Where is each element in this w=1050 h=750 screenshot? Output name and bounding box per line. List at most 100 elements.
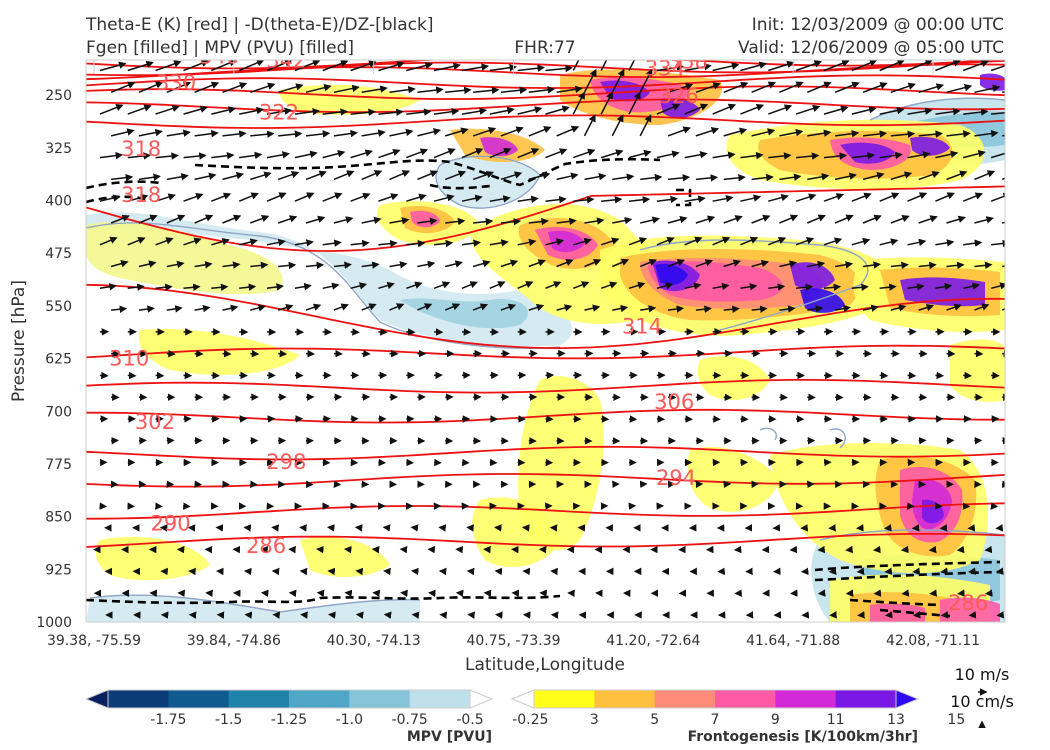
wind-vector: [461, 239, 481, 247]
wind-vector: [974, 170, 996, 181]
wind-vector: [155, 193, 176, 202]
wind-vector: [712, 62, 740, 72]
mpv-outline: [435, 155, 541, 209]
wind-vector: [361, 129, 386, 137]
wind-vector: [406, 281, 423, 290]
wind-vector: [250, 214, 270, 224]
wind-vector: [410, 524, 419, 532]
wind-vector: [656, 195, 678, 204]
x-tick-label: 40.30, -74.13: [327, 633, 421, 649]
wind-vector: [940, 567, 948, 576]
fgen-region: [687, 446, 780, 512]
colorbar-swatch: [715, 690, 776, 708]
wind-vector: [795, 237, 815, 246]
y-axis-ticks: 250 325 400 475 550 625 700 775 850 925 1000: [36, 88, 72, 631]
wind-vector: [807, 305, 824, 313]
wind-vector: [417, 128, 442, 137]
wind-vector: [545, 64, 573, 73]
wind-vector: [656, 150, 680, 159]
theta-e-label: 298: [266, 450, 306, 474]
wind-vector: [127, 60, 154, 72]
wind-vector: [740, 283, 758, 291]
colorbar-tick: -0.5: [456, 712, 483, 728]
theta-e-label: 286: [246, 534, 286, 558]
valid-time: Valid: 12/06/2009 @ 05:00 UTC: [738, 38, 1004, 58]
wind-vector: [862, 261, 881, 269]
wind-vector: [879, 106, 905, 115]
theta-e-label: 306: [654, 390, 694, 414]
theta-e-contour: [86, 60, 1005, 70]
theta-e-contour: [86, 60, 1005, 77]
wind-vector: [656, 103, 681, 115]
wind-vector: [99, 104, 124, 115]
wind-vector: [517, 64, 545, 72]
x-tick-label: 42.08, -71.11: [886, 633, 980, 649]
wind-vector: [294, 60, 321, 72]
wind-vector: [344, 589, 353, 598]
wind-vector: [278, 130, 303, 138]
wind-vector: [995, 567, 1004, 576]
theta-e-contour: [86, 502, 1005, 520]
y-tick-label: 400: [45, 194, 72, 210]
wind-vector: [807, 214, 826, 224]
wind-vector: [862, 82, 888, 94]
wind-vector: [740, 236, 759, 246]
wind-vector: [851, 152, 875, 160]
wind-vector: [500, 259, 519, 268]
wind-vector: [684, 282, 702, 290]
wind-vector: [723, 127, 748, 137]
wind-vector: [222, 304, 239, 312]
x-tick-label: 40.75, -73.39: [466, 633, 560, 649]
wind-vector: [322, 192, 343, 202]
wind-vector: [656, 63, 685, 72]
wind-vector: [935, 107, 961, 116]
wind-vector: [935, 282, 953, 291]
wind-vector: [984, 545, 993, 554]
wind-vector: [723, 174, 746, 182]
wind-vector: [640, 305, 657, 313]
wind-vector: [600, 91, 613, 115]
wind-vector: [779, 260, 798, 268]
quiver-key-wind: 10 m/s: [955, 665, 1010, 684]
x-tick-label: 39.38, -75.59: [47, 633, 141, 649]
wind-vector: [222, 261, 241, 269]
colorbar-min-extension: [510, 689, 535, 709]
mpv-outline: [829, 428, 846, 449]
wind-vector: [333, 129, 358, 138]
wind-vector: [333, 216, 354, 224]
wind-vector: [155, 237, 174, 246]
wind-vector: [500, 86, 528, 94]
wind-vector: [684, 103, 709, 115]
wind-vector: [751, 259, 770, 268]
theta-e-label: 294: [656, 466, 696, 490]
wind-vector: [222, 172, 245, 181]
wind-vector: [990, 282, 1005, 290]
wind-vector: [695, 215, 716, 224]
wind-vector: [277, 303, 294, 312]
wind-vector: [712, 282, 730, 291]
wind-vector: [545, 238, 565, 246]
theta-e-contour: [86, 445, 1005, 461]
wind-vector: [740, 104, 765, 115]
wind-vector: [411, 611, 420, 619]
y-tick-label: 325: [45, 141, 72, 157]
wind-vector: [461, 281, 478, 289]
theta-e-label: 318: [121, 183, 161, 207]
wind-vector: [974, 84, 1001, 94]
wind-vector: [127, 283, 145, 291]
wind-vector: [628, 237, 648, 246]
wind-vector: [389, 261, 408, 269]
wind-vector: [695, 82, 721, 94]
wind-vector: [768, 152, 792, 160]
wind-vector: [751, 128, 776, 137]
colorbar-tick: 11: [827, 712, 845, 728]
theta-e-contour: [86, 379, 1005, 394]
wind-vector: [500, 217, 522, 226]
wind-vector: [907, 283, 925, 291]
mpv-outline: [759, 427, 777, 441]
wind-vector: [779, 305, 796, 313]
wind-vector: [461, 107, 488, 115]
wind-vector: [166, 81, 192, 93]
wind-vector: [556, 259, 574, 268]
wind-vector: [528, 126, 552, 137]
